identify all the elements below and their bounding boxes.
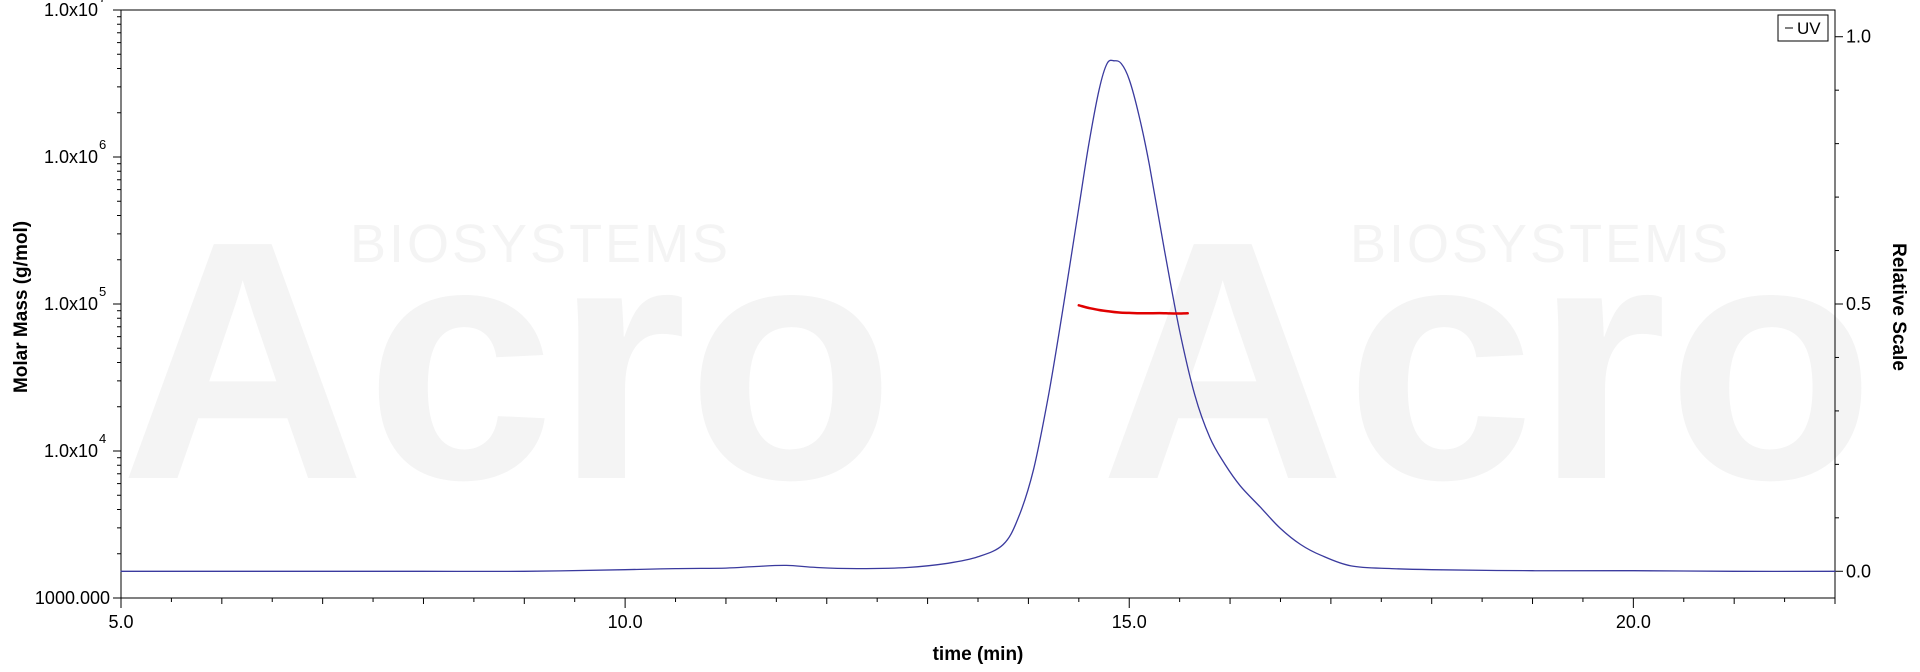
legend: UV — [1777, 14, 1829, 42]
uv-series-line — [120, 59, 1836, 573]
watermark-word-right: Acro — [1100, 171, 1875, 551]
x-tick-label: 15.0 — [1112, 612, 1147, 632]
y-right-tick-label: 1.0 — [1846, 27, 1871, 47]
x-tick-label: 5.0 — [108, 612, 133, 632]
y-left-tick-label: 1000.000 — [35, 588, 110, 608]
watermark-sub-right: BIOSYSTEMS — [1350, 214, 1731, 274]
y-left-tick-exponent: 4 — [99, 431, 106, 446]
y-left-tick-label: 1.0x10 — [44, 147, 98, 167]
series-layer — [120, 59, 1836, 573]
y-right-tick-label: 0.5 — [1846, 294, 1871, 314]
watermark: Acro BIOSYSTEMS Acro BIOSYSTEMS — [120, 171, 1875, 551]
y-right-tick-label: 0.0 — [1846, 561, 1871, 581]
x-axis-title: time (min) — [933, 644, 1024, 665]
y-left-tick-label: 1.0x10 — [44, 441, 98, 461]
y-left-tick-label: 1.0x10 — [44, 0, 98, 20]
watermark-sub-left: BIOSYSTEMS — [350, 214, 731, 274]
legend-label-uv: UV — [1797, 19, 1821, 38]
molar-mass-series-line — [1077, 304, 1189, 315]
x-tick-label: 20.0 — [1616, 612, 1651, 632]
y-left-tick-label: 1.0x10 — [44, 294, 98, 314]
x-axis: 5.0 10.0 15.0 20.0 — [108, 598, 1836, 632]
y-axis-left-title: Molar Mass (g/mol) — [11, 221, 32, 393]
y-axis-right: 0.0 0.5 1.0 — [1835, 27, 1871, 581]
x-tick-label: 10.0 — [608, 612, 643, 632]
y-left-tick-exponent: 5 — [99, 284, 106, 299]
y-axis-right-title: Relative Scale — [1888, 243, 1909, 371]
watermark-word-left: Acro — [120, 171, 895, 551]
y-left-tick-exponent: 6 — [99, 137, 106, 152]
y-left-tick-exponent: 7 — [99, 0, 106, 5]
